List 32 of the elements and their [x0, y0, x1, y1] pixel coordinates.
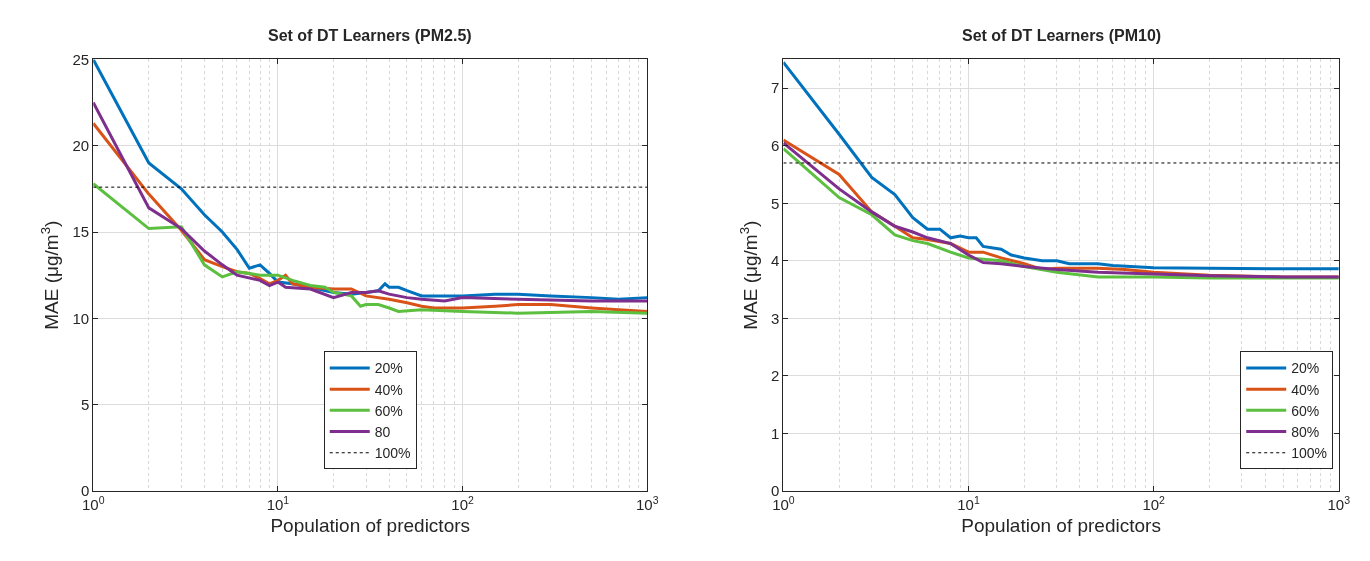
x-axis-title: Population of predictors [961, 514, 1161, 536]
x-tick-label: 10$^{2}$ [451, 493, 474, 513]
y-tick-label: 7 [771, 79, 780, 97]
y-tick-label: 5 [771, 194, 780, 212]
y-tick-label: 4 [771, 252, 780, 270]
x-axis-title: Population of predictors [270, 514, 471, 536]
y-tick-label: 25 [72, 50, 90, 68]
legend-label: 60% [1291, 402, 1320, 419]
legend-label: 40% [374, 381, 403, 398]
legend-label: 20% [1291, 360, 1320, 377]
y-tick-label: 15 [72, 223, 90, 241]
legend-label: 100% [374, 445, 411, 462]
y-tick-label: 2 [771, 367, 780, 385]
y-tick-label: 20 [72, 136, 90, 154]
y-tick-label: 10 [72, 309, 90, 327]
legend-label: 40% [1291, 381, 1320, 398]
x-tick-label: 10$^{3}$ [1327, 493, 1351, 513]
legend-label: 100% [1291, 445, 1328, 462]
legend-label: 20% [374, 360, 403, 377]
chart-title: Set of DT Learners (PM2.5) [268, 27, 472, 44]
x-tick-label: 10$^{2}$ [1142, 493, 1166, 513]
x-tick-label: 10$^{1}$ [957, 493, 980, 513]
y-tick-label: 6 [771, 136, 780, 154]
y-tick-label: 3 [771, 309, 780, 327]
chart-title: Set of DT Learners (PM10) [962, 27, 1162, 44]
x-tick-label: 10$^{3}$ [635, 493, 659, 513]
legend-label: 80% [1291, 424, 1320, 441]
x-tick-label: 10$^{1}$ [266, 493, 290, 513]
legend-label: 80 [374, 424, 391, 441]
y-tick-label: 5 [80, 395, 90, 413]
legend-label: 60% [374, 402, 403, 419]
y-tick-label: 1 [771, 424, 780, 442]
